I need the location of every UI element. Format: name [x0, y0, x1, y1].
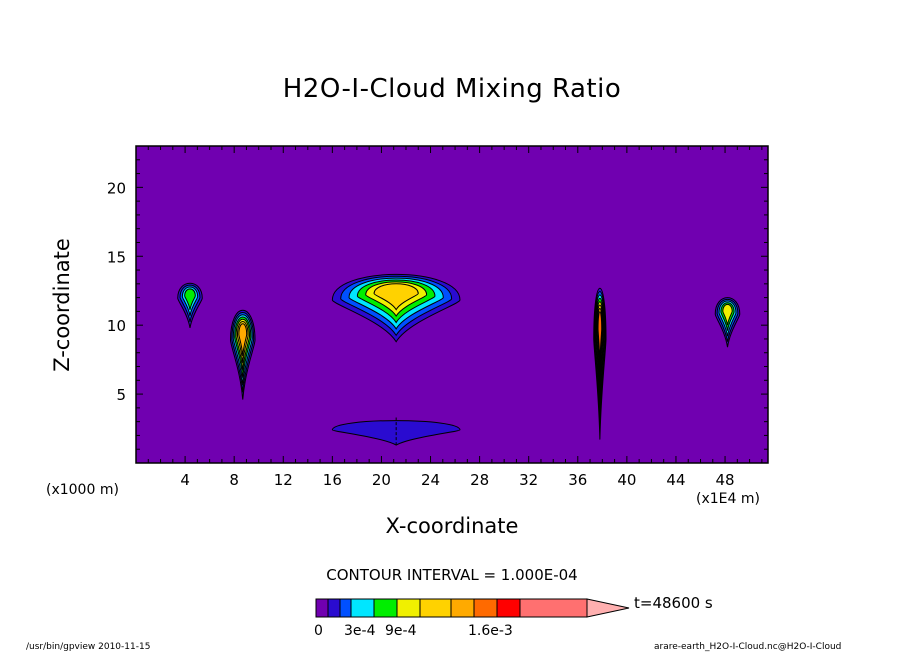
footer-left: /usr/bin/gpview 2010-11-15: [26, 642, 151, 652]
y-axis-label: Z-coordinate: [50, 238, 74, 372]
y-tick-label: 20: [107, 179, 126, 197]
colorbar-tick-label: 1.6e-3: [468, 623, 513, 639]
cloud-cell: [331, 273, 461, 343]
x-tick-label: 32: [519, 471, 538, 489]
contour-level: [597, 311, 603, 364]
colorbar-tick-label: 0: [314, 623, 323, 639]
x-tick-label: 4: [180, 471, 190, 489]
colorbar-segment: [350, 598, 375, 618]
cloud-cell: [714, 297, 741, 348]
x-tick-label: 8: [229, 471, 239, 489]
colorbar-segment: [473, 598, 498, 618]
x-tick-label: 20: [372, 471, 391, 489]
contour-level: [722, 303, 733, 326]
x-tick-label: 24: [421, 471, 440, 489]
colorbar-tick-label: 9e-4: [385, 623, 417, 639]
colorbar-segment: [339, 598, 352, 618]
colorbar-segment: [396, 598, 421, 618]
contour-level: [238, 323, 248, 356]
contour-level: [184, 288, 196, 310]
colorbar-segment: [450, 598, 475, 618]
x-unit-right: (x1E4 m): [696, 491, 760, 507]
x-tick-label: 48: [716, 471, 735, 489]
chart-title: H2O-I-Cloud Mixing Ratio: [282, 74, 622, 104]
colorbar-segment: [496, 598, 521, 618]
cloud-cell: [331, 417, 461, 446]
colorbar-segment: [373, 598, 398, 618]
x-axis-label: X-coordinate: [385, 514, 519, 538]
footer-right: arare-earth_H2O-I-Cloud.nc@H2O-I-Cloud: [654, 642, 842, 652]
cloud-cell: [177, 282, 203, 329]
x-tick-label: 36: [568, 471, 587, 489]
x-tick-label: 44: [666, 471, 685, 489]
contour-interval-label: CONTOUR INTERVAL = 1.000E-04: [326, 566, 578, 584]
time-label: t=48600 s: [634, 594, 713, 612]
cloud-cell: [229, 310, 256, 400]
colorbar-segment: [315, 598, 329, 618]
colorbar-segment: [519, 598, 588, 618]
x-tick-label: 40: [617, 471, 636, 489]
x-tick-label: 16: [323, 471, 342, 489]
colorbar-segment: [419, 598, 452, 618]
y-tick-label: 5: [116, 386, 126, 404]
plot-frame: [135, 145, 769, 464]
colorbar-tick-label: 3e-4: [344, 623, 376, 639]
x-tick-label: 12: [274, 471, 293, 489]
colorbar-arrow: [586, 598, 630, 618]
colorbar-segment: [327, 598, 341, 618]
contour-level: [373, 283, 419, 311]
x-tick-label: 28: [470, 471, 489, 489]
x-unit-left: (x1000 m): [46, 482, 119, 498]
y-tick-label: 15: [107, 248, 126, 266]
cloud-cell: [593, 288, 607, 440]
y-tick-label: 10: [107, 317, 126, 335]
